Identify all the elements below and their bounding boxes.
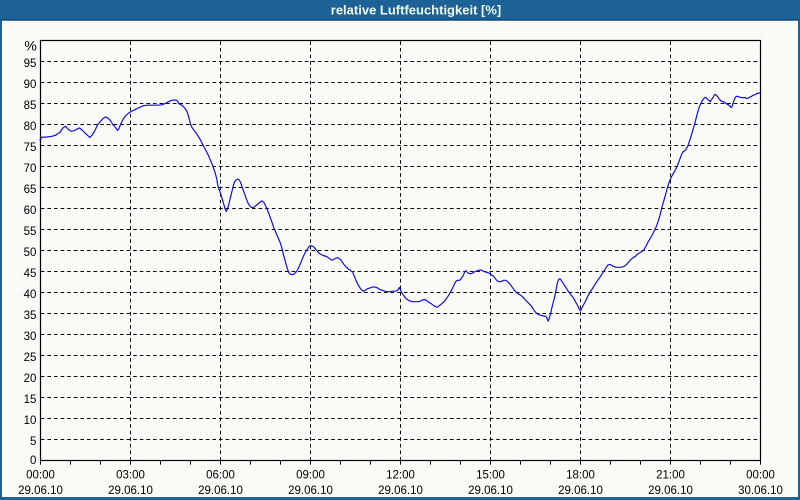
svg-text:60: 60 <box>24 205 37 217</box>
svg-text:00:00: 00:00 <box>746 470 775 482</box>
svg-text:29.06.10: 29.06.10 <box>468 485 513 497</box>
svg-text:5: 5 <box>30 436 36 448</box>
svg-text:06:00: 06:00 <box>206 470 235 482</box>
svg-text:15: 15 <box>24 394 37 406</box>
svg-text:29.06.10: 29.06.10 <box>288 485 333 497</box>
svg-text:30: 30 <box>24 331 37 343</box>
svg-text:00:00: 00:00 <box>26 470 55 482</box>
svg-text:relative Luftfeuchtigkeit [%]: relative Luftfeuchtigkeit [%] <box>331 2 501 17</box>
svg-text:80: 80 <box>24 121 37 133</box>
svg-text:55: 55 <box>24 226 37 238</box>
svg-text:29.06.10: 29.06.10 <box>558 485 603 497</box>
svg-text:29.06.10: 29.06.10 <box>198 485 243 497</box>
svg-text:50: 50 <box>24 247 37 259</box>
svg-text:29.06.10: 29.06.10 <box>378 485 423 497</box>
svg-text:70: 70 <box>24 163 37 175</box>
svg-text:65: 65 <box>24 184 37 196</box>
svg-text:29.06.10: 29.06.10 <box>18 485 63 497</box>
svg-text:95: 95 <box>24 58 37 70</box>
svg-text:30.06.10: 30.06.10 <box>738 485 783 497</box>
svg-text:20: 20 <box>24 373 37 385</box>
svg-text:%: % <box>24 38 36 54</box>
svg-text:10: 10 <box>24 415 37 427</box>
svg-text:21:00: 21:00 <box>656 470 685 482</box>
svg-text:40: 40 <box>24 289 37 301</box>
svg-text:12:00: 12:00 <box>386 470 415 482</box>
svg-text:85: 85 <box>24 100 37 112</box>
svg-text:29.06.10: 29.06.10 <box>648 485 693 497</box>
svg-text:25: 25 <box>24 352 37 364</box>
svg-text:15:00: 15:00 <box>476 470 505 482</box>
svg-text:18:00: 18:00 <box>566 470 595 482</box>
svg-text:03:00: 03:00 <box>116 470 145 482</box>
svg-text:90: 90 <box>24 79 37 91</box>
svg-text:29.06.10: 29.06.10 <box>108 485 153 497</box>
svg-text:0: 0 <box>30 455 36 467</box>
svg-text:35: 35 <box>24 310 37 322</box>
svg-text:09:00: 09:00 <box>296 470 325 482</box>
svg-text:45: 45 <box>24 268 37 280</box>
svg-text:75: 75 <box>24 142 37 154</box>
